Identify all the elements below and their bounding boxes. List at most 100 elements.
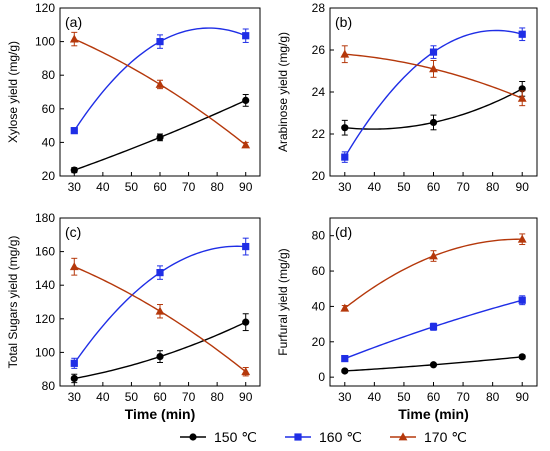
data-point <box>517 234 527 243</box>
data-point <box>69 34 79 43</box>
data-point <box>155 79 165 88</box>
data-point <box>70 127 78 135</box>
chart-panels: 30 40 50 60 70 80 90 20 40 60 80 100 120 (a) Xylose yi… <box>6 1 538 422</box>
y-tick-label: 120 <box>35 1 55 15</box>
y-tick-label: 26 <box>312 43 326 57</box>
y-tick-label: 20 <box>42 169 56 183</box>
data-point <box>155 306 165 315</box>
y-tick-label: 28 <box>312 1 326 15</box>
y-tick-label: 24 <box>312 85 326 99</box>
data-point <box>156 269 164 277</box>
x-tick-label: 70 <box>182 390 196 404</box>
x-tick-label: 80 <box>486 390 500 404</box>
data-point <box>242 96 250 104</box>
y-tick-label: 80 <box>42 68 56 82</box>
x-tick-label: 90 <box>239 180 253 194</box>
y-axis-label: Xylose yield (mg/g) <box>6 41 20 143</box>
y-tick-label: 0 <box>318 370 325 384</box>
data-point <box>70 359 78 367</box>
data-point <box>340 303 350 312</box>
legend: 150 ℃ 160 ℃ 170 ℃ <box>0 426 550 446</box>
x-tick-label: 40 <box>368 180 382 194</box>
x-tick-label: 50 <box>125 180 139 194</box>
series-1 <box>70 313 250 384</box>
data-point <box>242 242 250 251</box>
x-tick-label: 90 <box>516 390 530 404</box>
x-axis-label: Time (min) <box>398 406 469 422</box>
y-tick-label: 40 <box>42 135 56 149</box>
x-tick-label: 40 <box>368 390 382 404</box>
data-point <box>429 118 438 127</box>
legend-item-1: 150 ℃ <box>180 429 257 445</box>
x-axis-label: Time (min) <box>125 406 196 422</box>
data-point <box>429 251 438 260</box>
data-point <box>242 32 250 40</box>
data-point <box>341 124 349 132</box>
x-tick-label: 70 <box>456 180 470 194</box>
x-tick-label: 50 <box>125 390 139 404</box>
series-3 <box>340 233 527 312</box>
legend-item-3: 170 ℃ <box>390 429 467 445</box>
panel-label: (a) <box>65 14 82 30</box>
x-tick-label: 80 <box>210 180 224 194</box>
data-point <box>70 374 78 383</box>
data-point <box>429 361 438 369</box>
legend-label: 160 ℃ <box>319 429 362 445</box>
x-tick-label: 80 <box>210 390 224 404</box>
x-tick-label: 60 <box>427 390 441 404</box>
x-tick-label: 40 <box>96 180 110 194</box>
data-point <box>341 354 349 363</box>
y-tick-label: 100 <box>35 35 55 49</box>
chart-panel-4: 30 40 50 60 70 80 90 0 20 40 60 80 (d) Furfural yield… <box>276 217 538 422</box>
data-point <box>429 48 438 56</box>
series-1 <box>341 353 526 375</box>
y-tick-label: 60 <box>312 264 326 278</box>
y-axis-label: Arabinose yield (mg/g) <box>276 32 290 152</box>
panel-label: (b) <box>335 14 352 30</box>
data-point <box>241 367 251 376</box>
series-curve <box>74 38 247 146</box>
plot-frame <box>329 217 538 387</box>
y-tick-label: 80 <box>42 379 56 393</box>
y-tick-label: 80 <box>312 229 326 243</box>
series-3 <box>69 257 251 377</box>
panel-label: (c) <box>65 224 81 240</box>
y-tick-label: 20 <box>312 169 326 183</box>
x-tick-label: 60 <box>427 180 441 194</box>
x-tick-label: 30 <box>338 390 352 404</box>
y-tick-label: 100 <box>35 345 55 359</box>
legend-marker <box>398 432 408 441</box>
data-point <box>241 140 251 149</box>
x-tick-label: 40 <box>96 390 110 404</box>
x-tick-label: 30 <box>338 180 352 194</box>
y-tick-label: 20 <box>312 335 326 349</box>
data-point <box>341 153 349 161</box>
x-tick-label: 70 <box>182 180 196 194</box>
x-tick-label: 50 <box>397 390 411 404</box>
series-2 <box>341 295 526 363</box>
data-point <box>518 296 526 304</box>
x-tick-label: 60 <box>153 180 167 194</box>
y-tick-label: 180 <box>35 211 55 225</box>
data-point <box>70 166 78 174</box>
data-point <box>156 38 164 46</box>
legend-item-2: 160 ℃ <box>285 429 362 445</box>
chart-panel-2: 30 40 50 60 70 80 90 20 22 24 26 28 (b) Arabinose yie… <box>276 1 538 194</box>
data-point <box>429 64 438 73</box>
legend-marker <box>294 433 302 441</box>
y-tick-label: 22 <box>312 127 326 141</box>
series-3 <box>69 31 251 149</box>
x-tick-label: 90 <box>516 180 530 194</box>
y-axis-label: Total Sugars yield (mg/g) <box>6 236 20 369</box>
chart-panel-3: 30 40 50 60 70 80 90 80 100 120 140 160 180 (c) Total … <box>6 211 261 422</box>
data-point <box>518 353 526 361</box>
series-1 <box>70 94 250 174</box>
x-tick-label: 80 <box>486 180 500 194</box>
legend-label: 170 ℃ <box>424 429 467 445</box>
x-tick-label: 70 <box>456 390 470 404</box>
plot-frame <box>59 7 261 177</box>
legend-items: 150 ℃ 160 ℃ 170 ℃ <box>180 429 467 445</box>
x-tick-label: 30 <box>68 180 82 194</box>
data-point <box>242 318 250 326</box>
